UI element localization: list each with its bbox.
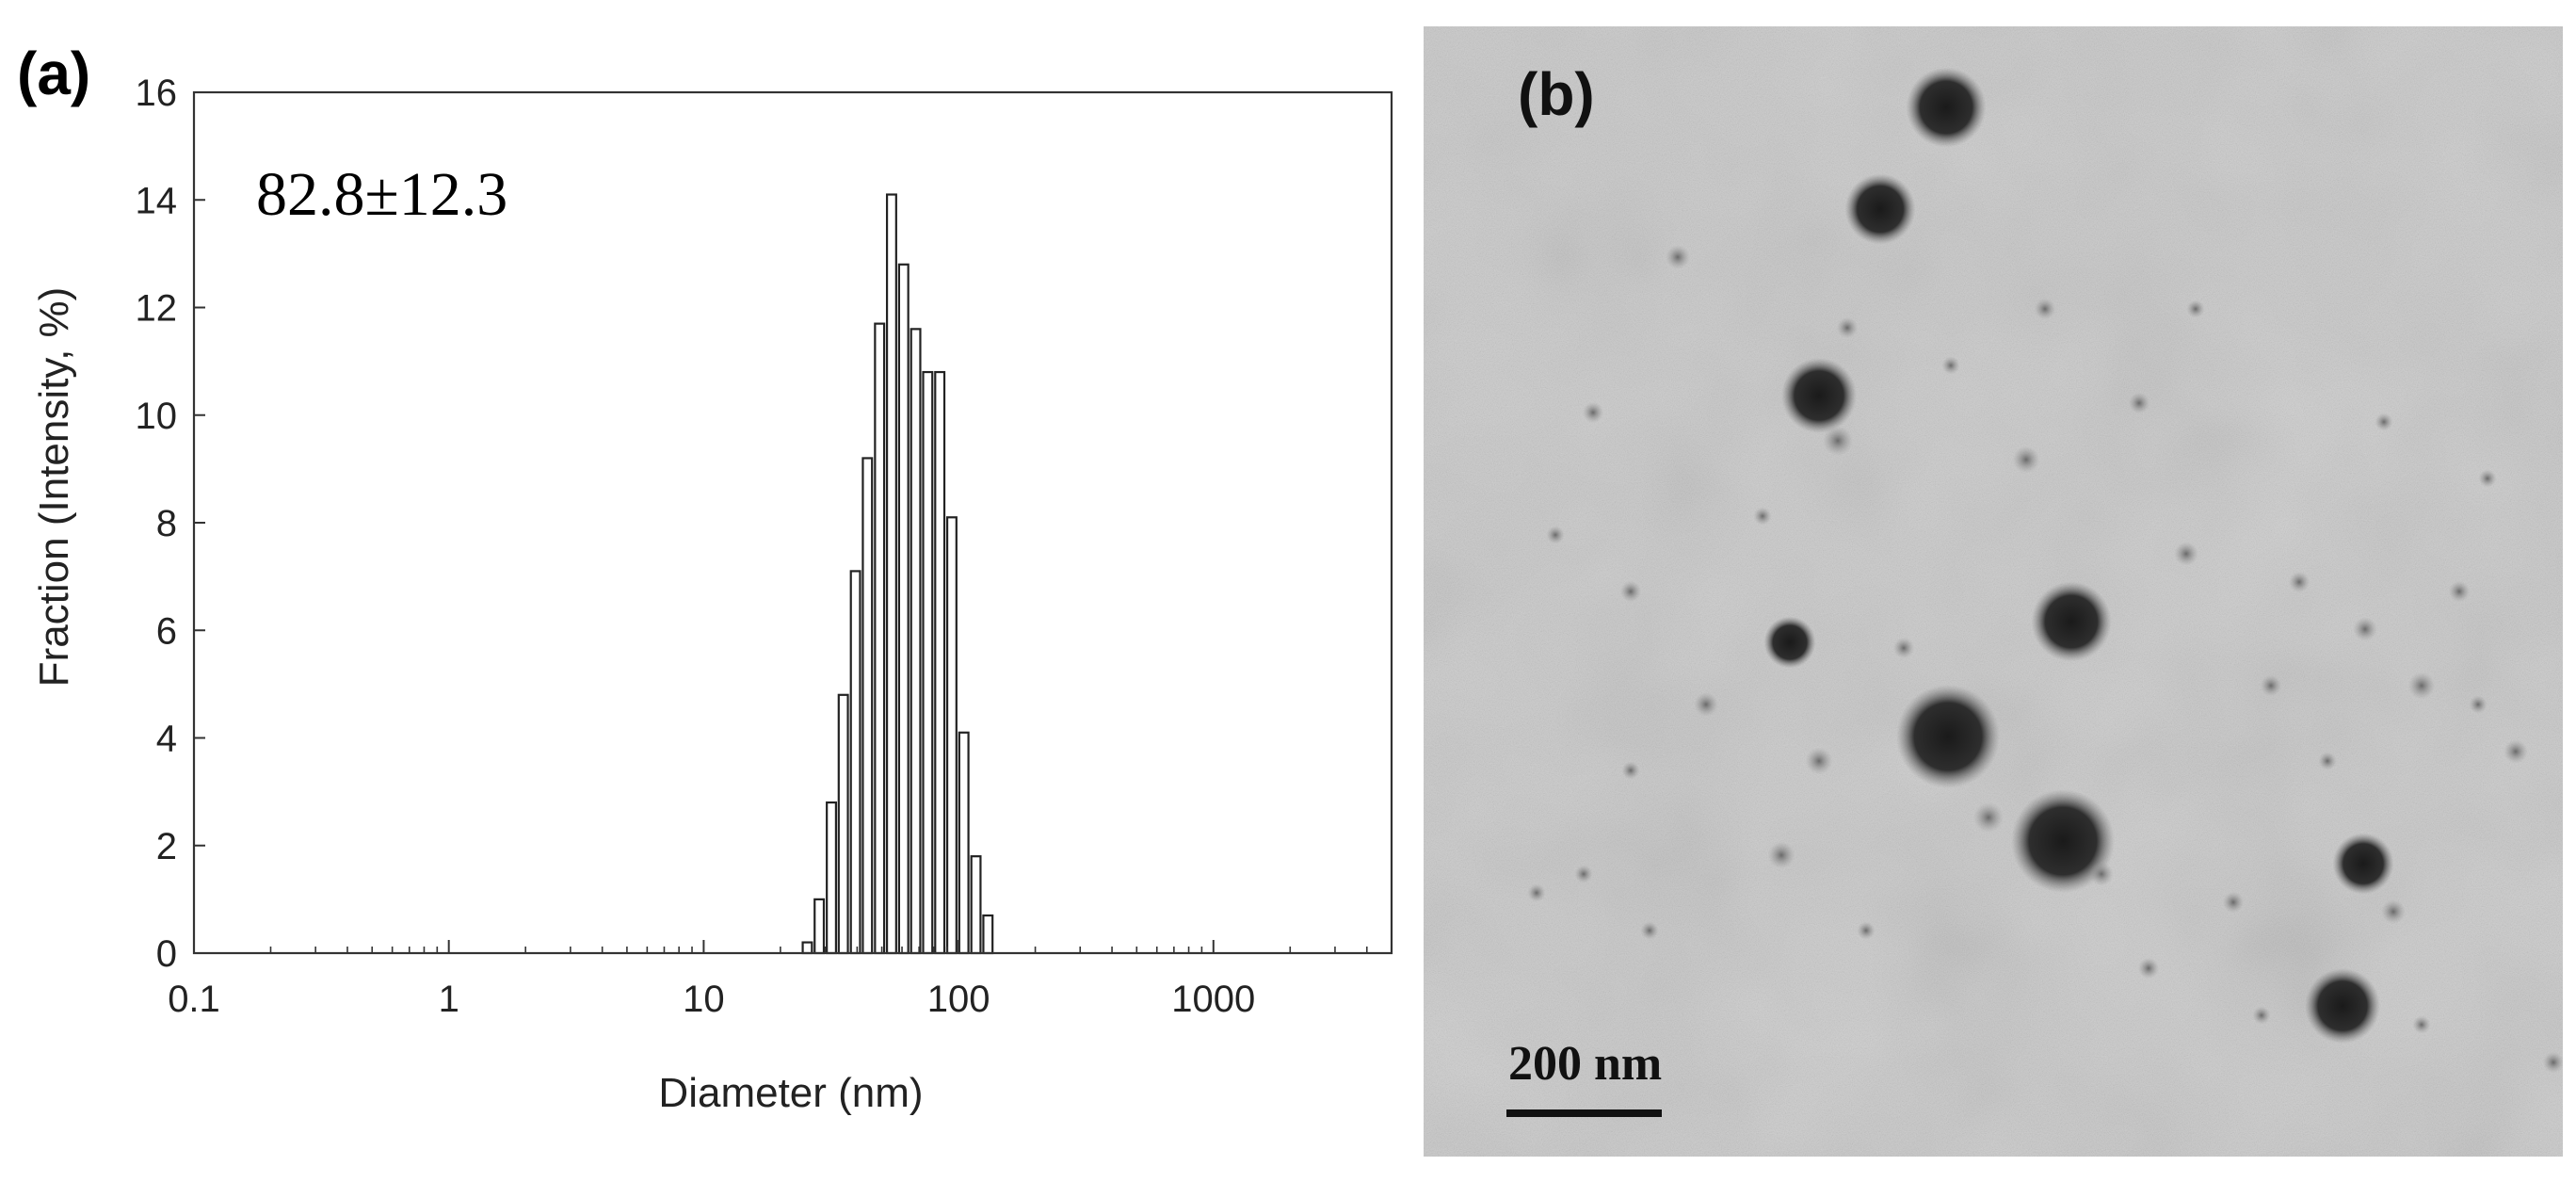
y-axis-label: Fraction (Intensity, %)	[31, 287, 77, 688]
debris-speck	[2448, 580, 2471, 603]
debris-speck	[2128, 392, 2150, 414]
debris-speck	[2222, 891, 2245, 914]
nanoparticle	[1896, 685, 2000, 788]
y-tick-label: 6	[156, 610, 177, 652]
histogram-bar	[885, 193, 897, 955]
histogram-bar	[861, 457, 874, 955]
debris-speck	[2375, 413, 2393, 431]
histogram-bar	[849, 570, 861, 955]
debris-speck	[1621, 761, 1640, 780]
nanoparticle	[1844, 173, 1916, 245]
histogram-bar	[801, 941, 813, 955]
debris-speck	[1574, 865, 1593, 883]
debris-speck	[2174, 542, 2198, 566]
debris-speck	[2478, 469, 2497, 488]
x-axis-label: Diameter (nm)	[658, 1070, 923, 1116]
debris-speck	[2186, 300, 2205, 318]
panel-b-label: (b)	[1518, 60, 1595, 128]
y-tick-label: 2	[156, 826, 177, 867]
panel-a-label: (a)	[17, 40, 90, 107]
debris-speck	[2407, 672, 2436, 700]
debris-speck	[2469, 695, 2487, 714]
debris-speck	[1546, 526, 1565, 544]
y-tick-label: 0	[156, 933, 177, 975]
tem-micrograph: (b) 200 nm	[1424, 26, 2563, 1157]
debris-speck	[1973, 802, 2004, 833]
y-tick-label: 4	[156, 719, 177, 760]
debris-speck	[2542, 1051, 2563, 1074]
nanoparticle	[2305, 968, 2380, 1044]
x-tick-label: 0.1	[168, 979, 220, 1020]
debris-speck	[1619, 580, 1642, 603]
histogram-bar	[970, 855, 982, 955]
debris-speck	[2012, 445, 2040, 474]
histogram-bar	[945, 516, 958, 955]
nanoparticle	[1906, 67, 1987, 148]
histogram-bar	[958, 731, 970, 955]
scale-bar-label: 200 nm	[1508, 1037, 1663, 1091]
dls-histogram-chart: (a) 0 2 4 6 8 10 12 14 16 0.1 1 10 100 1000 82.8±12.3…	[17, 40, 1393, 1116]
debris-speck	[2318, 752, 2337, 770]
nanoparticle	[1781, 358, 1857, 433]
debris-speck	[2288, 571, 2310, 593]
size-annotation: 82.8±12.3	[256, 160, 507, 229]
x-tick-label: 1	[439, 979, 459, 1020]
y-tick-label: 16	[136, 73, 178, 114]
y-tick-label: 8	[156, 503, 177, 544]
nanoparticle	[2332, 833, 2394, 895]
debris-speck	[2137, 957, 2160, 980]
debris-speck	[2260, 674, 2282, 697]
y-tick-label: 14	[136, 180, 178, 221]
histogram-bar	[874, 322, 886, 955]
x-tick-label: 1000	[1171, 979, 1255, 1020]
debris-speck	[1857, 921, 1876, 940]
histogram-bar	[982, 914, 994, 955]
debris-speck	[2252, 1006, 2271, 1025]
debris-speck	[1527, 883, 1546, 902]
histogram-bar	[826, 801, 838, 955]
x-tick-label: 100	[927, 979, 990, 1020]
nanoparticles	[1527, 67, 2563, 1074]
debris-speck	[2381, 899, 2406, 924]
tem-image	[1424, 26, 2563, 1157]
histogram-bar	[897, 263, 910, 955]
scale-bar	[1506, 1109, 1662, 1117]
nanoparticle	[1763, 616, 1816, 669]
debris-speck	[1892, 637, 1915, 659]
histogram-bar	[922, 370, 934, 955]
y-tick-label: 12	[136, 288, 178, 330]
histogram-bar	[813, 898, 826, 955]
nanoparticle	[2031, 581, 2112, 662]
debris-speck	[2034, 298, 2056, 320]
debris-speck	[1767, 841, 1795, 869]
y-tick-label: 10	[136, 396, 178, 437]
debris-speck	[1666, 245, 1690, 269]
histogram-bar	[837, 693, 849, 955]
debris-speck	[2089, 862, 2114, 886]
debris-speck	[2353, 617, 2377, 641]
debris-speck	[2412, 1015, 2431, 1034]
debris-speck	[1941, 356, 1960, 375]
nanoparticle	[2011, 789, 2115, 893]
debris-speck	[1753, 507, 1772, 526]
x-tick-label: 10	[683, 979, 725, 1020]
debris-speck	[1640, 921, 1659, 940]
debris-speck	[1805, 747, 1833, 775]
histogram-bar	[910, 328, 922, 955]
debris-speck	[1582, 401, 1604, 424]
debris-speck	[1836, 316, 1859, 339]
histogram-bar	[934, 370, 946, 955]
debris-speck	[1823, 426, 1853, 456]
plot-area: 0 2 4 6 8 10 12 14 16 0.1 1 10 100 1000	[136, 73, 1393, 1020]
debris-speck	[2504, 739, 2528, 764]
debris-speck	[1694, 692, 1718, 717]
